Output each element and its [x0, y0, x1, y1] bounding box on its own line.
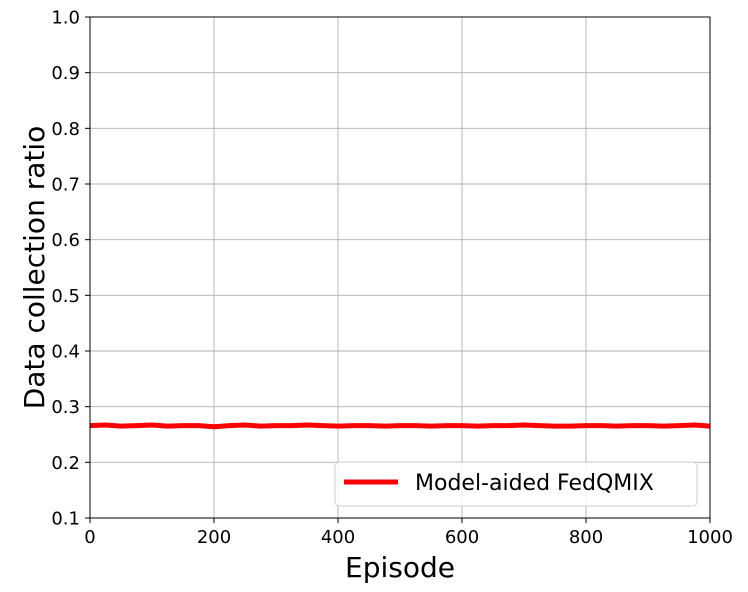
y-tick-label: 0.4: [51, 342, 80, 363]
y-tick-label: 0.7: [51, 175, 80, 196]
x-axis-label: Episode: [345, 551, 455, 584]
x-tick-label: 600: [445, 527, 479, 548]
legend-entry-label: Model-aided FedQMIX: [415, 471, 654, 496]
y-tick-label: 0.3: [51, 397, 80, 418]
axis-ticks: 0 200 400 600 800 1000 0.1 0.2 0.3 0.4 0.5 0.6 0.7 0.…: [51, 8, 733, 549]
legend-box: [334, 461, 698, 507]
x-tick-label: 400: [321, 527, 355, 548]
y-tick-label: 1.0: [51, 8, 80, 29]
series-line-0: [89, 422, 711, 430]
y-tick-label: 0.2: [51, 453, 80, 474]
legend: Model-aided FedQMIX: [334, 461, 698, 507]
grid-lines: [89, 16, 711, 519]
y-tick-label: 0.8: [51, 119, 80, 140]
y-tick-label: 0.6: [51, 230, 80, 251]
x-tick-label: 200: [197, 527, 231, 548]
plot-frame: [89, 16, 711, 519]
y-axis-label: Data collection ratio: [18, 126, 51, 410]
y-tick-label: 0.5: [51, 286, 80, 307]
x-tick-label: 1000: [687, 527, 733, 548]
x-tick-label: 0: [84, 527, 95, 548]
plot-lines: [89, 422, 711, 430]
y-tick-label: 0.9: [51, 63, 80, 84]
y-tick-label: 0.1: [51, 509, 80, 530]
x-tick-label: 800: [569, 527, 603, 548]
